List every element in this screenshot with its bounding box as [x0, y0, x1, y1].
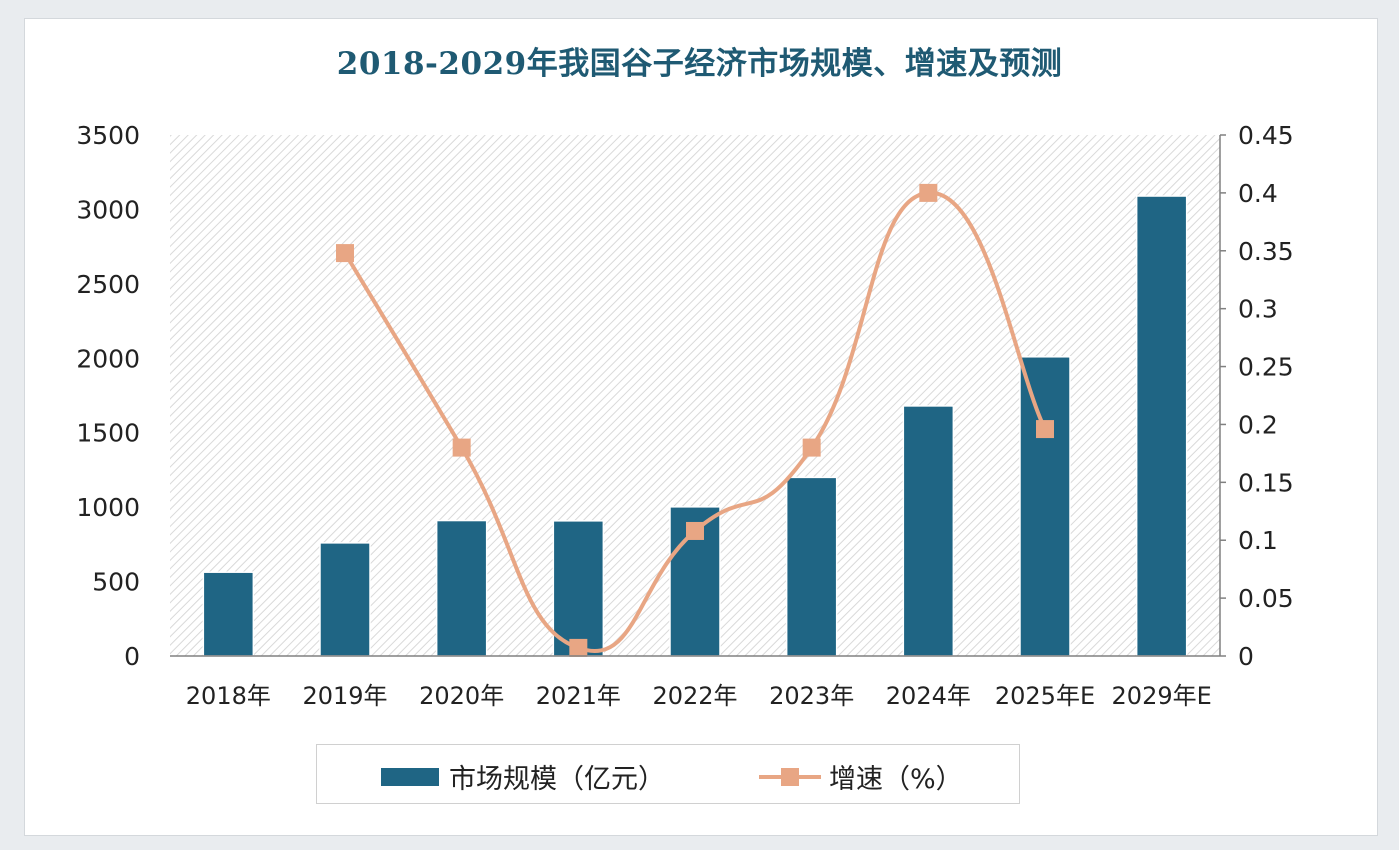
growth-marker-5 [686, 521, 704, 540]
y-right-tick-label: 0 [1238, 642, 1254, 671]
growth-marker-3 [452, 438, 471, 457]
legend-label-market-size: 市场规模（亿元） [449, 764, 665, 795]
x-tick-label: 2029年E [1112, 682, 1212, 710]
bar-6 [785, 476, 838, 657]
y-right-tick-label: 0.3 [1238, 295, 1278, 324]
bar-3 [435, 519, 488, 657]
x-tick-label: 2018年 [186, 682, 271, 710]
x-tick-label: 2025年E [995, 682, 1095, 710]
y-right-tick-label: 0.35 [1238, 237, 1294, 266]
x-tick-label: 2023年 [769, 682, 854, 710]
x-tick-label: 2021年 [536, 682, 621, 710]
chart-title: 2018-2029年我国谷子经济市场规模、增速及预测 [336, 46, 1063, 82]
growth-marker-2 [336, 244, 354, 263]
bar-1 [202, 571, 255, 657]
y-right-tick-label: 0.2 [1238, 410, 1278, 439]
legend: 市场规模（亿元） 增速（%） [316, 744, 1020, 804]
x-tick-label: 2022年 [652, 682, 737, 710]
y-right-tick-label: 0.25 [1238, 353, 1294, 382]
y-left-tick-label: 3000 [76, 195, 140, 224]
y-left-tick-label: 500 [92, 568, 140, 597]
legend-swatch-line [759, 767, 821, 786]
y-right-tick-label: 0.4 [1238, 179, 1278, 208]
y-left-tick-label: 2500 [76, 270, 140, 299]
bar-9 [1135, 195, 1188, 657]
legend-item-growth: 增速（%） [757, 757, 963, 796]
bar-7 [902, 405, 955, 657]
y-left-tick-label: 1000 [76, 493, 140, 522]
y-left-tick-label: 0 [124, 642, 140, 671]
y-left-tick-label: 2000 [76, 344, 140, 373]
y-left-tick-label: 1500 [76, 419, 140, 448]
y-right-tick-label: 0.45 [1238, 121, 1294, 150]
bar-2 [319, 542, 371, 657]
x-tick-label: 2024年 [886, 682, 971, 710]
bar-8 [1019, 356, 1071, 657]
y-right-tick-label: 0.05 [1238, 584, 1294, 613]
bar-4 [552, 520, 605, 657]
growth-marker-4 [569, 638, 588, 657]
legend-swatch-bar [381, 767, 439, 786]
growth-marker-7 [919, 183, 938, 202]
legend-item-market-size: 市场规模（亿元） [381, 757, 665, 796]
y-right-tick-label: 0.15 [1238, 468, 1294, 497]
y-left-tick-label: 3500 [76, 121, 140, 150]
legend-label-growth: 增速（%） [829, 764, 963, 795]
growth-marker-6 [802, 438, 821, 457]
y-right-tick-label: 0.1 [1238, 526, 1278, 555]
x-tick-label: 2020年 [419, 682, 504, 710]
x-tick-label: 2019年 [302, 682, 387, 710]
growth-marker-8 [1036, 420, 1054, 439]
